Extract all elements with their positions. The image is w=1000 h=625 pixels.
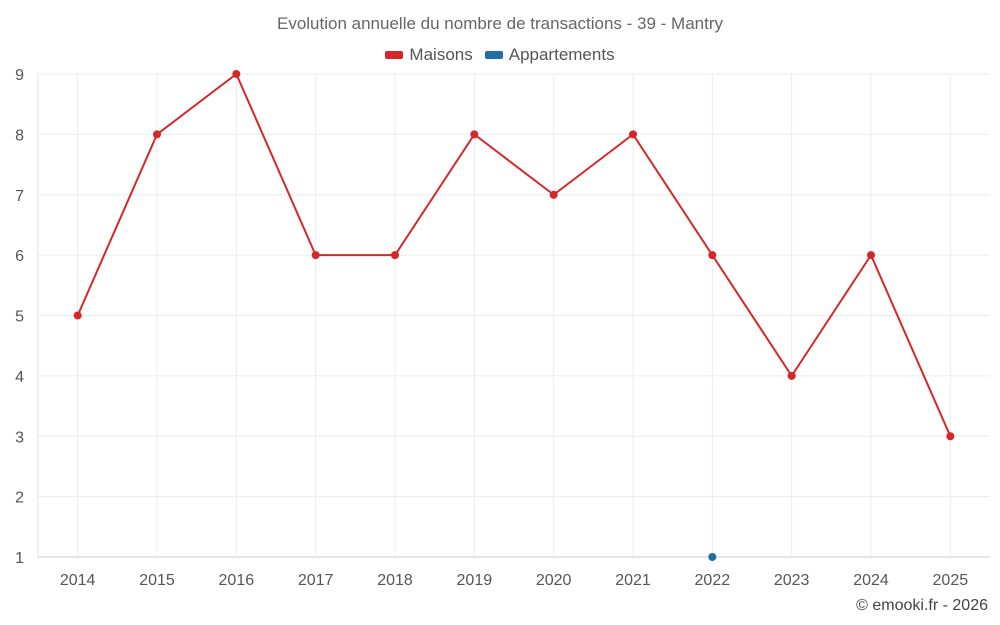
data-point-maisons [73, 311, 82, 320]
x-tick-label: 2016 [219, 572, 255, 589]
x-tick-label: 2022 [695, 572, 731, 589]
data-point-maisons [470, 130, 479, 139]
x-tick-label: 2021 [615, 572, 651, 589]
data-point-maisons [708, 251, 717, 260]
legend-item-appartements[interactable]: Appartements [484, 45, 615, 65]
series-line-maisons [76, 73, 952, 437]
y-tick-label: 6 [15, 248, 24, 265]
y-tick-label: 9 [15, 67, 24, 84]
y-tick-label: 3 [15, 429, 24, 446]
y-tick-label: 2 [15, 490, 24, 507]
data-point-maisons [867, 251, 875, 260]
data-point-maisons [946, 432, 955, 441]
y-tick-label: 8 [15, 127, 24, 144]
chart-title: Evolution annuelle du nombre de transact… [276, 14, 724, 33]
credit-text: © emooki.fr - 2026 [856, 597, 988, 614]
y-tick-label: 7 [15, 188, 24, 205]
x-tick-label: 2015 [139, 572, 175, 589]
legend: Maisons Appartements [0, 45, 1000, 65]
data-point-maisons [232, 70, 241, 78]
x-tick-label: 2020 [536, 572, 572, 589]
y-tick-label: 1 [15, 550, 24, 567]
legend-label-maisons: Maisons [409, 45, 473, 64]
legend-item-maisons[interactable]: Maisons [385, 45, 473, 65]
legend-swatch-appartements [484, 51, 503, 59]
legend-label-appartements: Appartements [508, 45, 615, 64]
data-point-maisons [549, 190, 558, 199]
data-point-appartements [708, 553, 717, 561]
data-point-maisons [629, 130, 637, 139]
data-point-maisons [311, 251, 320, 260]
x-tick-label: 2018 [377, 572, 413, 589]
x-tick-label: 2019 [457, 572, 493, 589]
legend-swatch-maisons [385, 51, 404, 59]
y-tick-label: 5 [15, 309, 24, 326]
x-tick-label: 2017 [298, 572, 334, 589]
data-point-maisons [787, 371, 796, 380]
x-tick-label: 2023 [774, 572, 810, 589]
x-tick-label: 2025 [933, 572, 969, 589]
data-point-maisons [391, 251, 399, 260]
x-tick-label: 2024 [853, 572, 889, 589]
y-tick-label: 4 [15, 369, 24, 386]
data-point-maisons [153, 130, 161, 139]
x-tick-label: 2014 [60, 572, 96, 589]
